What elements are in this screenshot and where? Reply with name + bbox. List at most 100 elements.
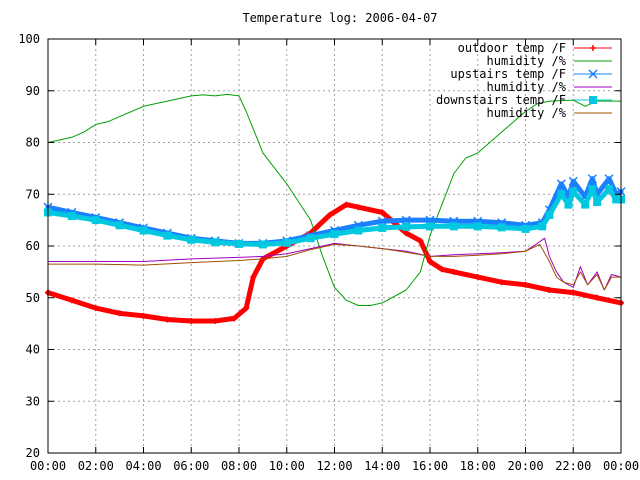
series-point	[211, 238, 220, 247]
series-point	[556, 179, 566, 189]
x-tick-label: 06:00	[173, 459, 209, 473]
series-line	[45, 202, 624, 324]
series-point	[402, 222, 411, 231]
series-point	[569, 187, 578, 196]
x-tick-label: 12:00	[316, 459, 352, 473]
x-tick-label: 22:00	[555, 459, 591, 473]
series-point	[522, 281, 529, 288]
legend-label: outdoor temp /F	[458, 41, 566, 55]
series-point	[426, 222, 434, 231]
series-point	[250, 274, 257, 281]
series-point	[378, 223, 387, 232]
series-point	[564, 200, 573, 209]
series-5	[47, 243, 622, 291]
series-point	[212, 318, 219, 325]
series-point	[605, 185, 614, 194]
series-point	[258, 240, 267, 249]
series-point	[92, 305, 99, 312]
series-3	[47, 237, 622, 291]
series-point	[163, 231, 172, 240]
series-point	[188, 318, 195, 325]
series-point	[545, 210, 554, 219]
legend-label: upstairs temp /F	[450, 67, 566, 81]
x-tick-label: 14:00	[364, 459, 400, 473]
series-point	[546, 286, 553, 293]
series-point	[498, 279, 505, 286]
series-point	[594, 294, 601, 301]
series-point	[355, 204, 362, 211]
legend-marker	[588, 69, 598, 79]
series-point	[282, 238, 291, 247]
series-point	[187, 235, 196, 244]
series-point	[581, 200, 590, 209]
series-point	[612, 195, 621, 204]
x-tick-label: 00:00	[30, 459, 66, 473]
series-line	[47, 93, 622, 306]
y-tick-label: 90	[26, 84, 40, 98]
series-point	[604, 174, 614, 184]
series-point	[379, 209, 386, 216]
series-point	[438, 266, 445, 273]
legend-marker	[590, 45, 596, 51]
series-point	[326, 211, 333, 218]
series-point	[235, 239, 243, 248]
series-point	[474, 274, 481, 281]
series-point	[139, 226, 148, 235]
series-point	[164, 316, 171, 323]
legend-label: humidity /%	[487, 80, 567, 94]
series-point	[427, 258, 433, 265]
chart-title: Temperature log: 2006-04-07	[242, 11, 437, 25]
y-tick-label: 20	[26, 446, 40, 460]
series-point	[67, 211, 76, 220]
series-point	[497, 223, 506, 232]
series-point	[116, 310, 123, 317]
series-point	[330, 230, 339, 239]
series-point	[401, 215, 411, 225]
y-tick-label: 100	[18, 32, 40, 46]
series-1	[47, 93, 622, 306]
series-point	[588, 185, 597, 194]
series-4	[44, 185, 625, 249]
series-point	[115, 221, 124, 230]
axes: 20 30 40 50 60 70 80 90 100 00:00 02:00 04:00 06:00 0…	[18, 32, 639, 473]
x-tick-label: 00:00	[603, 459, 639, 473]
legend-label: downstairs temp /F	[436, 93, 566, 107]
x-tick-label: 18:00	[460, 459, 496, 473]
y-tick-label: 40	[26, 343, 40, 357]
series-point	[449, 222, 458, 231]
series-point	[593, 198, 602, 207]
x-tick-label: 10:00	[269, 459, 305, 473]
series-layer	[43, 93, 626, 325]
series-line	[47, 237, 622, 291]
x-tick-label: 08:00	[221, 459, 257, 473]
x-tick-label: 20:00	[507, 459, 543, 473]
legend-label: humidity /%	[487, 54, 567, 68]
series-point	[403, 230, 410, 237]
series-point	[377, 216, 387, 226]
y-tick-label: 30	[26, 394, 40, 408]
series-point	[243, 305, 250, 312]
series-line	[47, 243, 622, 291]
series-point	[306, 234, 315, 243]
series-point	[450, 268, 457, 275]
series-point	[140, 312, 147, 319]
series-point	[91, 216, 100, 225]
series-point	[473, 222, 482, 231]
x-tick-label: 04:00	[125, 459, 161, 473]
x-tick-label: 02:00	[78, 459, 114, 473]
y-tick-label: 80	[26, 136, 40, 150]
series-point	[568, 176, 578, 186]
grid	[48, 39, 621, 453]
x-tick-label: 16:00	[412, 459, 448, 473]
series-point	[231, 315, 238, 322]
y-tick-label: 50	[26, 291, 40, 305]
series-point	[570, 289, 577, 296]
legend-marker	[589, 96, 597, 104]
series-point	[354, 226, 363, 235]
series-point	[538, 222, 547, 231]
series-point	[343, 201, 350, 208]
series-point	[521, 224, 530, 233]
legend-label: humidity /%	[487, 106, 567, 120]
